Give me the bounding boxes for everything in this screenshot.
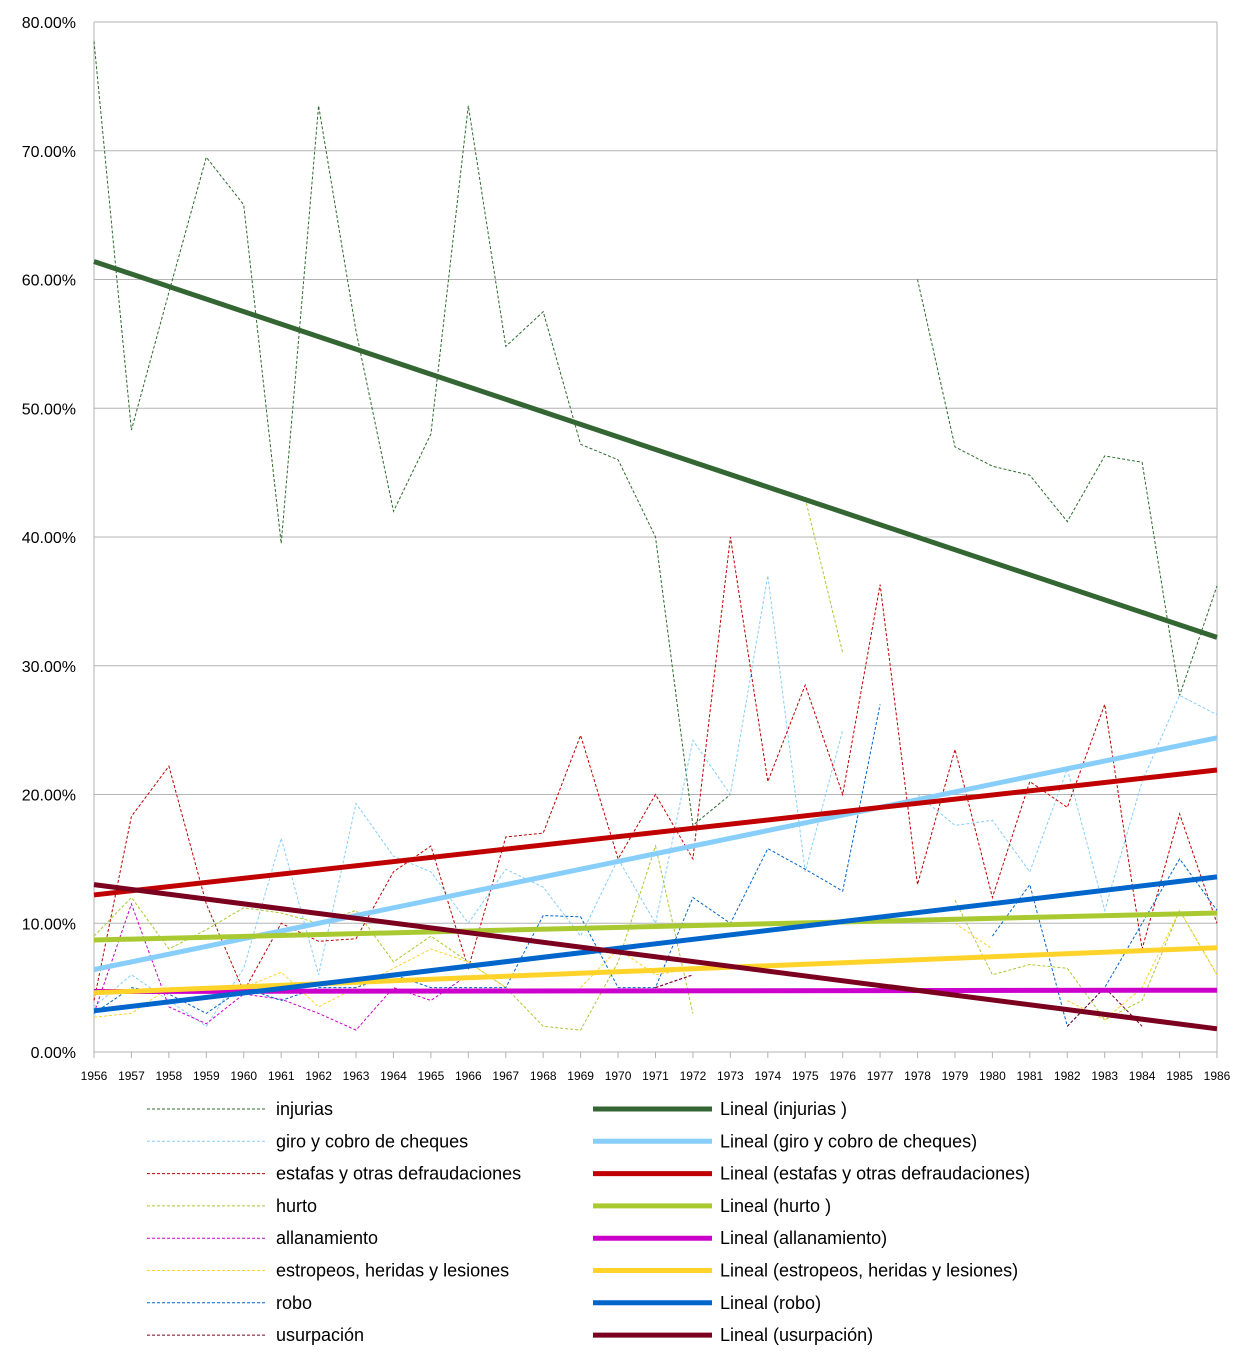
legend-label: Lineal (estropeos, heridas y lesiones) [720,1261,1018,1281]
legend-label: robo [276,1293,312,1313]
legend-label: giro y cobro de cheques [276,1131,468,1151]
legend-label: Lineal (injurias ) [720,1099,847,1119]
trendline [93,735,1218,973]
x-tick-label: 1974 [754,1069,781,1083]
y-tick-label: 10.00% [22,916,76,933]
x-tick-label: 1971 [642,1069,669,1083]
trendline [93,945,1218,996]
x-tick-label: 1967 [492,1069,519,1083]
trendline [93,874,1218,1014]
trendline [93,882,1218,1032]
legend-label: injurias [276,1099,333,1119]
y-tick-label: 0.00% [31,1045,76,1062]
series-line [93,909,1218,1021]
axis-layer: 0.00% 10.00% 20.00% 30.00% 40.00% 50.00% 60.00… [22,15,1231,1083]
x-tick-label: 1960 [230,1069,257,1083]
series-line [93,498,1218,1031]
trendline [93,987,1218,994]
series-line [93,575,1218,1028]
x-tick-label: 1979 [942,1069,969,1083]
y-tick-label: 70.00% [22,144,76,161]
x-tick-label: 1970 [605,1069,632,1083]
x-tick-label: 1985 [1166,1069,1193,1083]
x-tick-label: 1982 [1054,1069,1081,1083]
legend-label: Lineal (estafas y otras defraudaciones) [720,1164,1030,1184]
trendline [93,910,1218,943]
legend-label: Lineal (usurpación) [720,1325,873,1345]
y-tick-label: 40.00% [22,530,76,547]
series-line [93,41,1218,827]
x-tick-label: 1957 [118,1069,145,1083]
x-tick-label: 1958 [156,1069,183,1083]
legend-label: Lineal (robo) [720,1293,821,1313]
legend-label: Lineal (giro y cobro de cheques) [720,1131,977,1151]
x-tick-label: 1973 [717,1069,744,1083]
series-line [93,536,1218,1001]
x-tick-label: 1972 [680,1069,707,1083]
y-tick-label: 30.00% [22,659,76,676]
legend-label: hurto [276,1196,317,1216]
y-tick-label: 20.00% [22,788,76,805]
trendline [93,259,1218,640]
x-tick-label: 1963 [343,1069,370,1083]
x-tick-label: 1956 [81,1069,108,1083]
legend-label: allanamiento [276,1228,378,1248]
x-tick-label: 1977 [867,1069,894,1083]
x-tick-label: 1966 [455,1069,482,1083]
series-line [93,704,1218,1028]
series-layer [93,41,1218,1031]
x-tick-label: 1969 [567,1069,594,1083]
x-tick-label: 1983 [1091,1069,1118,1083]
trendline [93,767,1218,898]
x-tick-label: 1961 [268,1069,295,1083]
y-tick-label: 60.00% [22,273,76,290]
x-tick-label: 1981 [1016,1069,1043,1083]
trendline-layer [93,259,1218,1032]
y-tick-label: 50.00% [22,401,76,418]
x-tick-label: 1978 [904,1069,931,1083]
legend-label: estropeos, heridas y lesiones [276,1261,509,1281]
x-tick-label: 1976 [829,1069,856,1083]
x-tick-label: 1965 [418,1069,445,1083]
x-tick-label: 1968 [530,1069,557,1083]
x-tick-label: 1984 [1129,1069,1156,1083]
x-tick-label: 1980 [979,1069,1006,1083]
x-tick-label: 1959 [193,1069,220,1083]
series-line [655,974,1143,1027]
legend: injurias giro y cobro de cheques estafas y… [147,1099,1030,1345]
x-tick-label: 1986 [1204,1069,1231,1083]
x-tick-label: 1964 [380,1069,407,1083]
legend-label: Lineal (allanamiento) [720,1228,887,1248]
y-tick-label: 80.00% [22,15,76,32]
x-tick-label: 1962 [305,1069,332,1083]
legend-label: usurpación [276,1325,364,1345]
legend-label: Lineal (hurto ) [720,1196,831,1216]
legend-label: estafas y otras defraudaciones [276,1164,521,1184]
x-tick-label: 1975 [792,1069,819,1083]
